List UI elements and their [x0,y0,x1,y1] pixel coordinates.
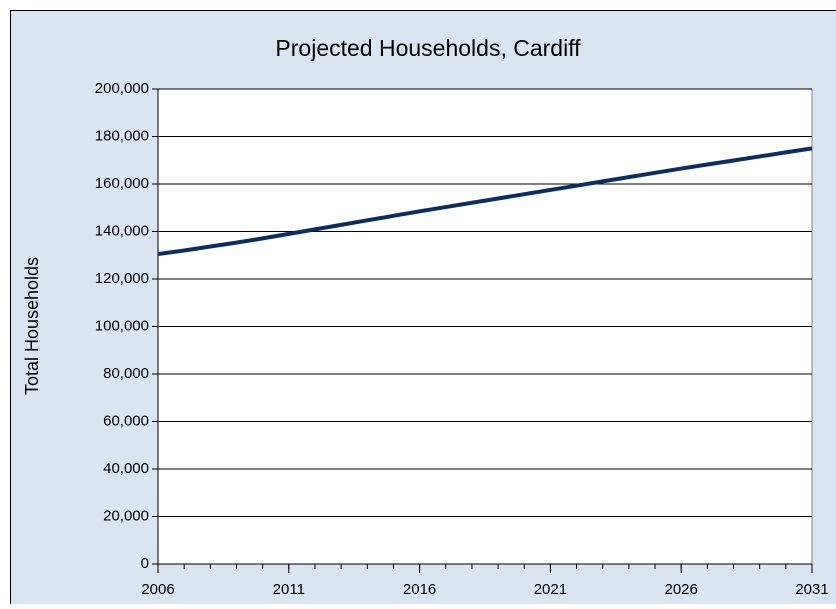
y-tick-label: 160,000 [95,175,149,192]
y-tick-label: 40,000 [103,460,149,477]
y-tick-label: 120,000 [95,270,149,287]
y-tick-label: 80,000 [103,365,149,382]
x-tick-label: 2011 [273,581,305,598]
x-tick-label: 2006 [141,581,174,598]
y-tick-label: 180,000 [95,127,149,144]
y-tick-label: 200,000 [95,80,149,97]
x-tick-label: 2016 [403,581,436,598]
y-tick-label: 20,000 [103,507,149,524]
chart-title: Projected Households, Cardiff [275,35,581,61]
y-tick-label: 60,000 [103,412,149,429]
y-tick-label: 100,000 [95,317,149,334]
x-tick-label: 2031 [795,581,828,598]
y-tick-label: 0 [141,555,149,572]
x-tick-label: 2021 [534,581,567,598]
y-tick-label: 140,000 [95,222,149,239]
x-tick-label: 2026 [665,581,698,598]
y-axis-label: Total Households [22,257,42,395]
